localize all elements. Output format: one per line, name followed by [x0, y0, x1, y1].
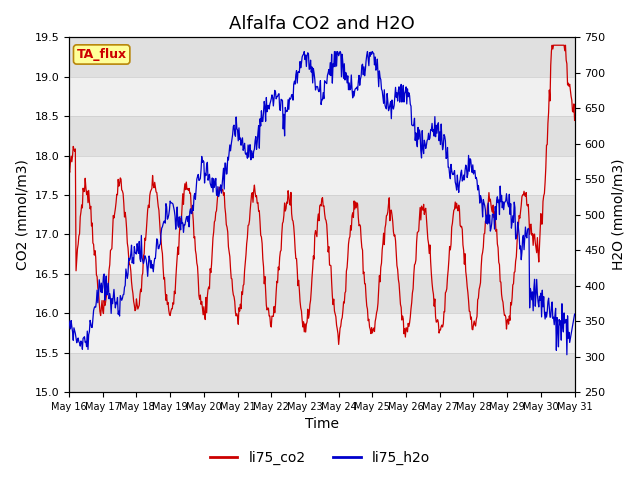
- Bar: [69, 274, 575, 313]
- Y-axis label: H2O (mmol/m3): H2O (mmol/m3): [611, 159, 625, 270]
- Bar: [69, 195, 575, 234]
- Bar: [69, 353, 575, 392]
- Bar: [69, 37, 575, 77]
- Text: TA_flux: TA_flux: [77, 48, 127, 61]
- Bar: [69, 313, 575, 353]
- Y-axis label: CO2 (mmol/m3): CO2 (mmol/m3): [15, 159, 29, 270]
- X-axis label: Time: Time: [305, 418, 339, 432]
- Bar: [69, 156, 575, 195]
- Bar: [69, 116, 575, 156]
- Legend: li75_co2, li75_h2o: li75_co2, li75_h2o: [204, 445, 436, 471]
- Bar: [69, 77, 575, 116]
- Title: Alfalfa CO2 and H2O: Alfalfa CO2 and H2O: [229, 15, 415, 33]
- Bar: [69, 234, 575, 274]
